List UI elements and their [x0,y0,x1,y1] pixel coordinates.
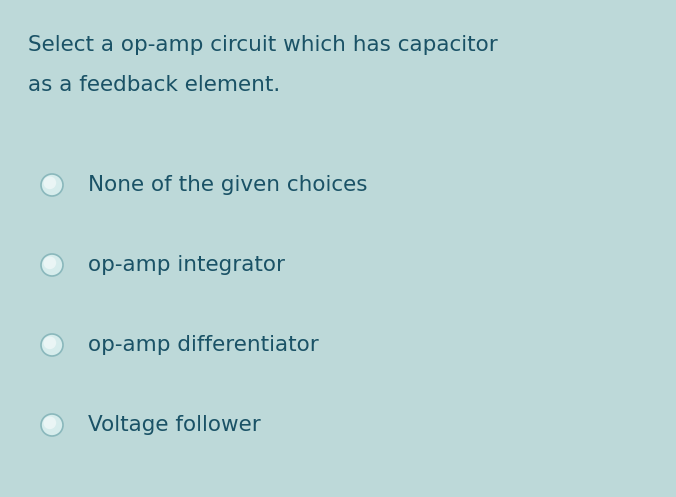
Circle shape [43,176,56,189]
Circle shape [43,416,56,429]
Text: None of the given choices: None of the given choices [88,175,368,195]
Text: op-amp differentiator: op-amp differentiator [88,335,319,355]
Circle shape [41,254,63,276]
Circle shape [41,414,63,436]
Text: op-amp integrator: op-amp integrator [88,255,285,275]
Text: Select a op-amp circuit which has capacitor: Select a op-amp circuit which has capaci… [28,35,498,55]
Text: as a feedback element.: as a feedback element. [28,75,281,95]
Circle shape [43,256,56,269]
Circle shape [43,336,56,349]
Text: Voltage follower: Voltage follower [88,415,261,435]
Circle shape [41,334,63,356]
Circle shape [41,174,63,196]
